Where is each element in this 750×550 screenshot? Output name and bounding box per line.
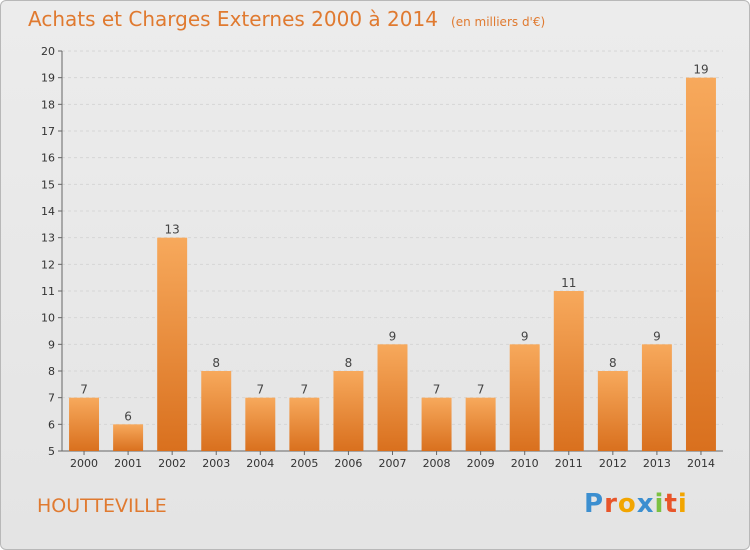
- commune-name: HOUTTEVILLE: [37, 495, 167, 517]
- bar-2013: [641, 344, 672, 451]
- bar-2005: [289, 397, 320, 451]
- y-tick-label: 12: [41, 258, 55, 271]
- y-tick-label: 7: [48, 392, 55, 405]
- axis-layer: 5 6 7 8 9 10 11 12 13 14 15 16 17 18 19 20 2000 2001 2002 2…: [41, 45, 723, 470]
- y-tick-label: 13: [41, 232, 55, 245]
- data-label-2014: 19: [693, 63, 708, 77]
- data-label-2010: 9: [521, 329, 529, 343]
- x-tick-label-2008: 2008: [423, 457, 451, 470]
- x-tick-label-2003: 2003: [202, 457, 230, 470]
- data-label-2012: 8: [609, 356, 617, 370]
- data-label-2008: 7: [433, 383, 441, 397]
- proxiti-logo[interactable]: Proxiti: [584, 489, 688, 519]
- x-tick-label-2001: 2001: [114, 457, 142, 470]
- bar-2009: [465, 397, 496, 451]
- bar-2004: [245, 397, 276, 451]
- bar-2014: [685, 77, 716, 452]
- data-label-2011: 11: [561, 276, 576, 290]
- y-tick-label: 14: [41, 205, 55, 218]
- logo-letter: i: [677, 489, 688, 519]
- y-tick-label: 6: [48, 418, 55, 431]
- logo-letter: t: [664, 489, 678, 519]
- bar-2006: [333, 371, 364, 451]
- logo-letter: o: [617, 489, 637, 519]
- data-label-2002: 13: [165, 223, 180, 237]
- bar-2012: [597, 371, 628, 451]
- data-label-2009: 7: [477, 383, 485, 397]
- logo-letter: r: [604, 489, 618, 519]
- bar-2003: [201, 371, 232, 451]
- data-labels-layer: 7 6 13 8 7 7 8 9 7 7 9 11 8 9 19: [80, 63, 708, 424]
- x-tick-label-2000: 2000: [70, 457, 98, 470]
- x-tick-label-2010: 2010: [511, 457, 539, 470]
- logo-letter: P: [584, 489, 605, 519]
- data-label-2007: 9: [389, 329, 397, 343]
- y-tick-label: 5: [48, 445, 55, 458]
- bar-2001: [113, 424, 144, 451]
- y-tick-label: 19: [41, 72, 55, 85]
- bar-2000: [69, 397, 100, 451]
- x-tick-label-2014: 2014: [687, 457, 715, 470]
- y-tick-label: 10: [41, 312, 55, 325]
- data-label-2006: 8: [345, 356, 353, 370]
- bar-2007: [377, 344, 408, 451]
- y-tick-label: 17: [41, 125, 55, 138]
- data-label-2004: 7: [256, 383, 264, 397]
- data-label-2000: 7: [80, 383, 88, 397]
- data-label-2013: 9: [653, 329, 661, 343]
- x-tick-label-2013: 2013: [643, 457, 671, 470]
- x-tick-label-2002: 2002: [158, 457, 186, 470]
- bar-2010: [509, 344, 540, 451]
- y-tick-label: 9: [48, 338, 55, 351]
- logo-letter: x: [636, 489, 655, 519]
- logo-letter: i: [654, 489, 665, 519]
- y-tick-label: 11: [41, 285, 55, 298]
- x-tick-label-2012: 2012: [599, 457, 627, 470]
- data-label-2005: 7: [301, 383, 309, 397]
- chart-title-block: Achats et Charges Externes 2000 à 2014 (…: [28, 7, 545, 31]
- y-tick-label: 16: [41, 152, 55, 165]
- x-tick-label-2005: 2005: [290, 457, 318, 470]
- x-tick-label-2004: 2004: [246, 457, 274, 470]
- x-tick-label-2011: 2011: [555, 457, 583, 470]
- bars-layer: [69, 77, 716, 452]
- chart-title: Achats et Charges Externes 2000 à 2014: [28, 7, 438, 31]
- y-tick-label: 8: [48, 365, 55, 378]
- bar-2002: [157, 237, 188, 451]
- y-tick-label: 18: [41, 98, 55, 111]
- y-tick-label: 15: [41, 178, 55, 191]
- bar-2008: [421, 397, 452, 451]
- chart-unit: (en milliers d'€): [451, 15, 546, 29]
- x-tick-label-2009: 2009: [467, 457, 495, 470]
- y-tick-label: 20: [41, 45, 55, 58]
- data-label-2001: 6: [124, 409, 132, 423]
- bar-2011: [553, 291, 584, 451]
- data-label-2003: 8: [212, 356, 220, 370]
- x-tick-label-2007: 2007: [379, 457, 407, 470]
- x-tick-label-2006: 2006: [334, 457, 362, 470]
